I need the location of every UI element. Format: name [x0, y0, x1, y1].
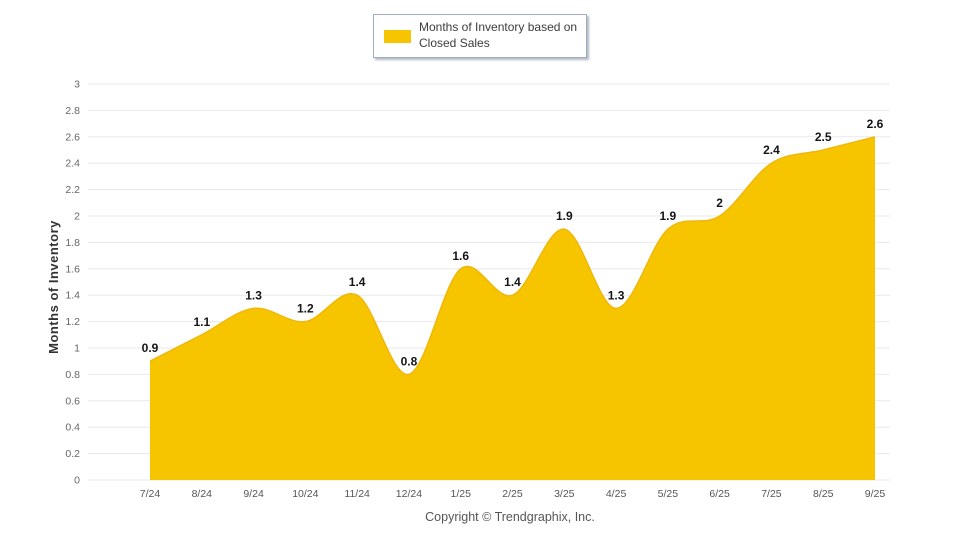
y-tick-label: 2 [74, 211, 80, 223]
y-tick-label: 1.8 [65, 237, 80, 249]
legend: Months of Inventory based on Closed Sale… [373, 14, 587, 58]
x-tick-label: 7/24 [140, 488, 161, 500]
y-tick-label: 3 [74, 79, 80, 91]
data-label: 2.5 [815, 130, 832, 144]
y-tick-label: 1.6 [65, 263, 80, 275]
x-tick-label: 8/24 [192, 488, 213, 500]
data-label: 1.9 [660, 209, 677, 223]
legend-swatch-icon [384, 29, 411, 43]
x-tick-label: 9/25 [865, 488, 886, 500]
area-fill [150, 136, 875, 481]
data-label: 1.3 [608, 288, 625, 302]
legend-label: Months of Inventory based on Closed Sale… [419, 20, 578, 50]
data-label: 1.4 [349, 275, 366, 289]
x-tick-label: 4/25 [606, 488, 627, 500]
y-tick-label: 0 [74, 475, 80, 487]
x-tick-label: 6/25 [709, 488, 730, 500]
y-tick-label: 1 [74, 343, 80, 355]
x-tick-label: 9/24 [243, 488, 264, 500]
x-tick-label: 3/25 [554, 488, 575, 500]
y-tick-label: 2.6 [65, 131, 80, 143]
inventory-area-chart: 0 0.2 0.4 0.6 0.8 1 1.2 1.4 1.6 1.8 2 2.2 2.4 2.6 2.8 3… [65, 79, 890, 500]
data-label: 2 [716, 196, 723, 210]
x-tick-label: 12/24 [396, 488, 422, 500]
data-label: 1.9 [556, 209, 573, 223]
y-tick-label: 2.4 [65, 158, 80, 170]
x-tick-label: 1/25 [450, 488, 471, 500]
data-label: 2.6 [867, 117, 884, 131]
data-label: 0.8 [401, 354, 418, 368]
y-tick-label: 0.2 [65, 448, 80, 460]
y-tick-label: 0.4 [65, 422, 80, 434]
area-edge-line [149, 136, 876, 376]
data-label: 1.1 [193, 315, 210, 329]
y-tick-label: 1.4 [65, 290, 80, 302]
x-tick-label: 8/25 [813, 488, 834, 500]
data-label: 1.4 [504, 275, 521, 289]
y-tick-label: 0.6 [65, 395, 80, 407]
data-label: 1.2 [297, 302, 314, 316]
x-tick-label: 5/25 [658, 488, 679, 500]
y-tick-label: 1.2 [65, 316, 80, 328]
data-label: 1.3 [245, 288, 262, 302]
data-label: 2.4 [763, 143, 780, 157]
x-tick-label: 11/24 [344, 488, 370, 500]
y-tick-label: 2.2 [65, 184, 80, 196]
data-label: 1.6 [452, 249, 469, 263]
data-label: 0.9 [142, 341, 159, 355]
copyright-text: Copyright © Trendgraphix, Inc. [425, 510, 595, 524]
y-tick-label: 0.8 [65, 369, 80, 381]
x-tick-label: 10/24 [292, 488, 318, 500]
y-tick-label: 2.8 [65, 105, 80, 117]
x-tick-label: 2/25 [502, 488, 523, 500]
x-tick-label: 7/25 [761, 488, 782, 500]
